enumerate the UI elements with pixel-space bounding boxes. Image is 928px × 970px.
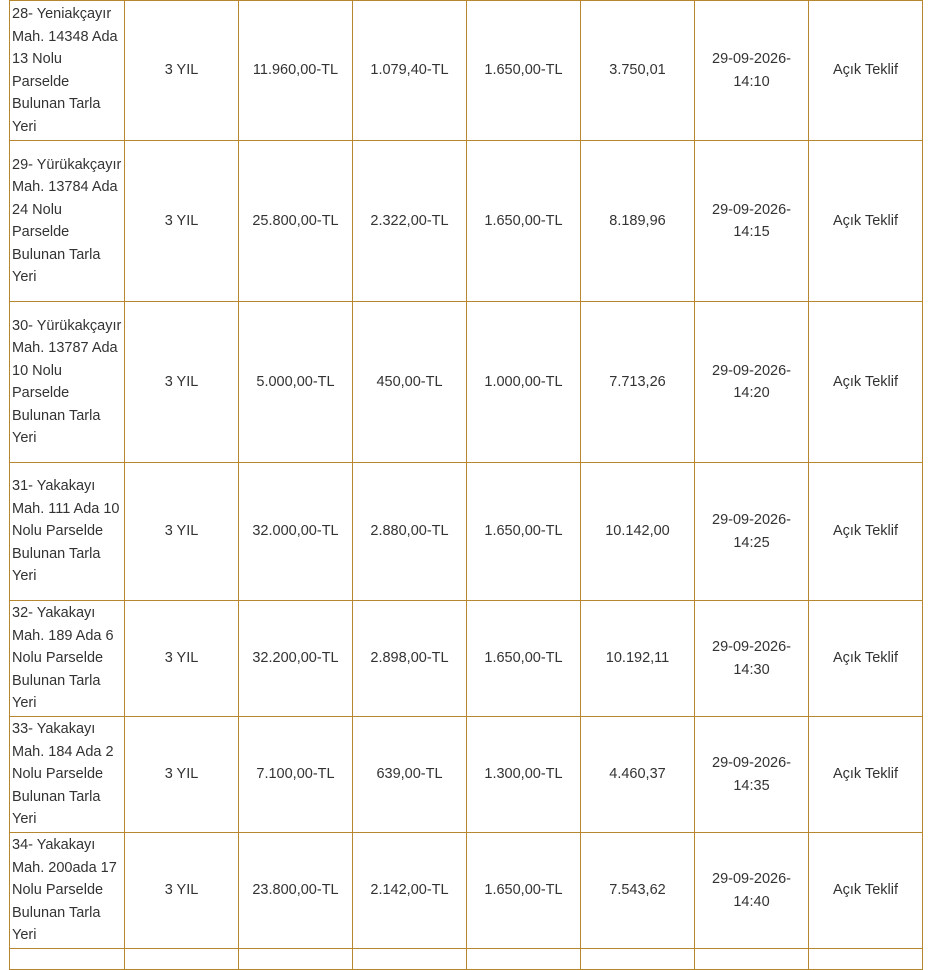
tender-datetime: 29-09-2026- 14:30 xyxy=(694,600,809,717)
spec-fee: 1.300,00-TL xyxy=(466,716,581,833)
table-row: 29- Yürükakçayır Mah. 13784 Ada 24 Nolu … xyxy=(9,140,923,302)
estimated-price: 23.800,00-TL xyxy=(238,832,353,949)
tender-date: 29-09-2026- xyxy=(712,639,791,655)
guarantee-amount: 450,00-TL xyxy=(352,301,467,463)
guarantee-amount: 2.322,00-TL xyxy=(352,140,467,302)
table-row: 33- Yakakayı Mah. 184 Ada 2 Nolu Parseld… xyxy=(9,716,923,833)
estimated-price: 5.000,00-TL xyxy=(238,301,353,463)
tender-date: 29-09-2026- xyxy=(712,755,791,771)
tender-date: 29-09-2026- xyxy=(712,871,791,887)
tender-datetime: 29-09-2026- 14:35 xyxy=(694,716,809,833)
tender-time: 14:10 xyxy=(733,73,770,90)
tender-method: Açık Teklif xyxy=(808,832,923,949)
tender-datetime: 29-09-2026- 14:20 xyxy=(694,301,809,463)
guarantee-amount: 1.079,40-TL xyxy=(352,0,467,141)
guarantee-amount: 2.880,00-TL xyxy=(352,462,467,601)
spec-fee: 1.650,00-TL xyxy=(466,600,581,717)
parcel-description: 33- Yakakayı Mah. 184 Ada 2 Nolu Parseld… xyxy=(9,716,125,833)
guarantee-amount: 639,00-TL xyxy=(352,716,467,833)
table-row: 28- Yeniakçayır Mah. 14348 Ada 13 Nolu P… xyxy=(9,0,923,141)
estimated-price: 25.800,00-TL xyxy=(238,140,353,302)
estimated-price: 7.100,00-TL xyxy=(238,716,353,833)
lease-term: 3 YIL xyxy=(124,716,239,833)
parcel-description: 32- Yakakayı Mah. 189 Ada 6 Nolu Parseld… xyxy=(9,600,125,717)
tender-datetime: 29-09-2026- 14:10 xyxy=(694,0,809,141)
lease-term: 3 YIL xyxy=(124,462,239,601)
spec-fee: 1.650,00-TL xyxy=(466,140,581,302)
tender-datetime: 29-09-2026- 14:40 xyxy=(694,832,809,949)
tender-time: 14:30 xyxy=(733,661,770,678)
tender-time: 14:15 xyxy=(733,224,770,240)
lease-term: 3 YIL xyxy=(124,301,239,463)
tender-method: Açık Teklif xyxy=(808,0,923,141)
spec-fee: 1.650,00-TL xyxy=(466,0,581,141)
tender-time: 14:35 xyxy=(733,777,770,794)
tender-method: Açık Teklif xyxy=(808,600,923,717)
table-row: 31- Yakakayı Mah. 111 Ada 10 Nolu Parsel… xyxy=(9,462,923,601)
tender-date: 29-09-2026- xyxy=(712,201,791,218)
tender-time: 14:40 xyxy=(733,893,770,910)
spec-fee: 1.650,00-TL xyxy=(466,462,581,601)
estimated-price: 32.200,00-TL xyxy=(238,600,353,717)
parcel-area: 10.192,11 xyxy=(580,600,695,717)
tender-date: 29-09-2026- xyxy=(712,362,791,379)
tender-method: Açık Teklif xyxy=(808,462,923,601)
parcel-description: 34- Yakakayı Mah. 200ada 17 Nolu Parseld… xyxy=(9,832,125,949)
parcel-description: 30- Yürükakçayır Mah. 13787 Ada 10 Nolu … xyxy=(9,301,125,463)
parcel-description: 29- Yürükakçayır Mah. 13784 Ada 24 Nolu … xyxy=(9,140,125,302)
estimated-price: 32.000,00-TL xyxy=(238,462,353,601)
table-row: 34- Yakakayı Mah. 200ada 17 Nolu Parseld… xyxy=(9,832,923,949)
parcel-area: 7.713,26 xyxy=(580,301,695,463)
tender-datetime: 29-09-2026- 14:15 xyxy=(694,140,809,302)
spec-fee: 1.650,00-TL xyxy=(466,832,581,949)
tender-table: 28- Yeniakçayır Mah. 14348 Ada 13 Nolu P… xyxy=(9,0,923,970)
table-row: 32- Yakakayı Mah. 189 Ada 6 Nolu Parseld… xyxy=(9,600,923,717)
tender-method: Açık Teklif xyxy=(808,716,923,833)
parcel-description: 31- Yakakayı Mah. 111 Ada 10 Nolu Parsel… xyxy=(9,462,125,601)
tender-time: 14:20 xyxy=(733,385,770,401)
tender-datetime: 29-09-2026- 14:25 xyxy=(694,462,809,601)
table-row: 30- Yürükakçayır Mah. 13787 Ada 10 Nolu … xyxy=(9,301,923,463)
tender-method: Açık Teklif xyxy=(808,301,923,463)
guarantee-amount: 2.142,00-TL xyxy=(352,832,467,949)
parcel-area: 8.189,96 xyxy=(580,140,695,302)
guarantee-amount: 2.898,00-TL xyxy=(352,600,467,717)
lease-term: 3 YIL xyxy=(124,140,239,302)
tender-date: 29-09-2026- xyxy=(712,51,791,67)
spec-fee: 1.000,00-TL xyxy=(466,301,581,463)
estimated-price: 11.960,00-TL xyxy=(238,0,353,141)
parcel-area: 4.460,37 xyxy=(580,716,695,833)
tender-date: 29-09-2026- xyxy=(712,512,791,528)
tender-time: 14:25 xyxy=(733,534,770,551)
tender-method: Açık Teklif xyxy=(808,140,923,302)
lease-term: 3 YIL xyxy=(124,0,239,141)
parcel-area: 3.750,01 xyxy=(580,0,695,141)
lease-term: 3 YIL xyxy=(124,832,239,949)
parcel-area: 10.142,00 xyxy=(580,462,695,601)
parcel-description: 28- Yeniakçayır Mah. 14348 Ada 13 Nolu P… xyxy=(9,0,125,141)
lease-term: 3 YIL xyxy=(124,600,239,717)
parcel-area: 7.543,62 xyxy=(580,832,695,949)
